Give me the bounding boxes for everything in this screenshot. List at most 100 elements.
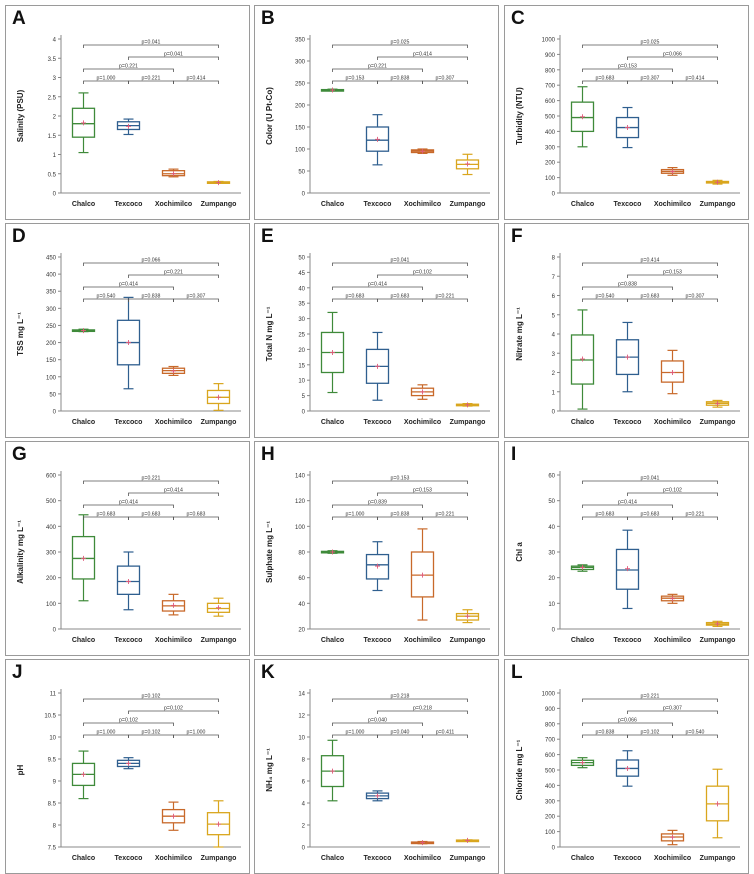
p-value-label: p=0.066 [142,258,161,264]
p-value-label: p=0.041 [164,52,183,58]
box-texcoco [365,541,390,592]
x-tick-label: Texcoco [614,201,642,208]
y-tick-label: 500 [545,769,556,775]
bracket-line [332,262,468,266]
box-texcoco [365,790,390,802]
y-tick-label: 350 [46,290,57,296]
p-value-label: p=0.683 [596,76,615,82]
panel-C: C 0 100 200 300 400 500 600 700 800 900 1000 Turbidi… [504,5,749,220]
x-tick-label: Texcoco [614,419,642,426]
box-plot-J: 7.5 8 8.5 9 9.5 10 10.5 11 pH Chalco Texcoco Xochim… [16,689,241,862]
bracket-line [83,698,219,702]
significance-bracket: p=0.683 [627,294,673,302]
y-tick-label: 9.5 [48,758,57,764]
bracket-line [83,480,219,484]
panel-letter: G [12,444,27,465]
x-tick-label: Zumpango [700,855,736,862]
p-value-label: p=1.000 [187,730,206,736]
significance-bracket: p=0.683 [627,512,673,520]
x-tick-label: Zumpango [201,637,237,644]
x-tick-label: Zumpango [201,419,237,426]
y-tick-label: 10 [548,602,555,608]
box-xochimilco [660,349,685,395]
y-tick-label: 6 [552,294,556,300]
y-tick-label: 900 [545,53,556,59]
y-tick-label: 0 [552,192,556,198]
y-tick-label: 14 [298,692,305,698]
y-tick-label: 1000 [542,38,556,44]
significance-bracket: p=0.102 [83,694,219,702]
y-axis-label: TSS mg L⁻¹ [16,312,25,356]
significance-bracket: p=0.683 [173,512,219,520]
box-xochimilco [410,148,435,154]
significance-bracket: p=0.221 [83,476,219,484]
box-xochimilco [660,593,685,604]
p-value-label: p=0.414 [187,76,206,82]
panel-A: A 0 0.5 1 1.5 2 2.5 3 3.5 4 Salinity (PSU) Chalco Te… [5,5,250,220]
panel-B: B 0 50 100 150 200 250 300 350 Color (U Pt-Co) Cha… [254,5,499,220]
bracket-line [422,298,468,302]
x-tick-label: Texcoco [614,637,642,644]
bracket-line [672,80,718,84]
significance-bracket: p=0.221 [422,512,468,520]
x-tick-label: Zumpango [201,855,237,862]
p-value-label: p=0.838 [596,730,615,736]
panel-letter: B [261,8,275,29]
significance-bracket: p=0.540 [83,294,129,302]
significance-bracket: p=0.218 [377,706,468,714]
y-tick-label: 2 [302,824,306,830]
significance-bracket: p=0.066 [83,258,219,266]
significance-bracket: p=0.414 [582,500,673,508]
significance-bracket: p=0.307 [173,294,219,302]
box-zumpango [705,768,730,839]
x-tick-label: Xochimilco [155,637,192,644]
bracket-line [627,492,718,496]
p-value-label: p=0.221 [686,512,705,518]
y-axis-label: Alkalinity mg L⁻¹ [16,520,25,584]
x-tick-label: Zumpango [450,201,486,208]
y-tick-label: 200 [46,576,57,582]
x-tick-label: Chalco [571,637,594,644]
y-tick-label: 300 [46,551,57,557]
x-tick-label: Xochimilco [654,419,691,426]
y-tick-label: 50 [49,392,56,398]
significance-bracket: p=0.838 [582,282,673,290]
p-value-label: p=0.414 [164,488,183,494]
p-value-label: p=0.066 [663,52,682,58]
significance-bracket: p=0.025 [582,40,718,48]
bracket-line [173,298,219,302]
x-tick-label: Texcoco [115,637,143,644]
y-tick-label: 2 [53,115,57,121]
y-tick-label: 300 [545,799,556,805]
p-value-label: p=0.041 [391,258,410,264]
significance-bracket: p=0.414 [128,488,219,496]
x-tick-label: Xochimilco [654,637,691,644]
y-tick-label: 200 [46,341,57,347]
y-tick-label: 20 [298,348,305,354]
box-plot-F: 0 1 2 3 4 5 6 7 8 Nitrate mg L⁻¹ Chalco Texcoco Xoch… [515,253,740,426]
significance-bracket: p=0.221 [582,694,718,702]
x-tick-label: Zumpango [700,419,736,426]
y-tick-label: 700 [545,84,556,90]
box-chalco [570,564,595,572]
y-tick-label: 2 [552,371,556,377]
x-tick-label: Xochimilco [654,201,691,208]
y-tick-label: 800 [545,722,556,728]
box-plot-L: 0 100 200 300 400 500 600 700 800 900 1000 Chloride… [515,689,740,862]
y-tick-label: 0 [552,410,556,416]
y-tick-label: 700 [545,738,556,744]
box-zumpango [705,620,730,628]
bracket-line [83,504,174,508]
panel-L: L 0 100 200 300 400 500 600 700 800 900 1000 Chlorid… [504,659,749,874]
box-plot-I: 0 10 20 30 40 50 60 Chl a Chalco Texcoco Xochimilc… [515,471,740,644]
significance-bracket: p=0.683 [83,512,129,520]
box-chalco [570,757,595,769]
bracket-line [173,734,219,738]
y-tick-label: 8 [302,758,306,764]
p-value-label: p=0.153 [346,76,365,82]
p-value-label: p=0.221 [641,694,660,700]
p-value-label: p=0.683 [97,512,116,518]
p-value-label: p=0.838 [618,282,637,288]
p-value-label: p=0.307 [663,706,682,712]
y-tick-label: 60 [548,474,555,480]
